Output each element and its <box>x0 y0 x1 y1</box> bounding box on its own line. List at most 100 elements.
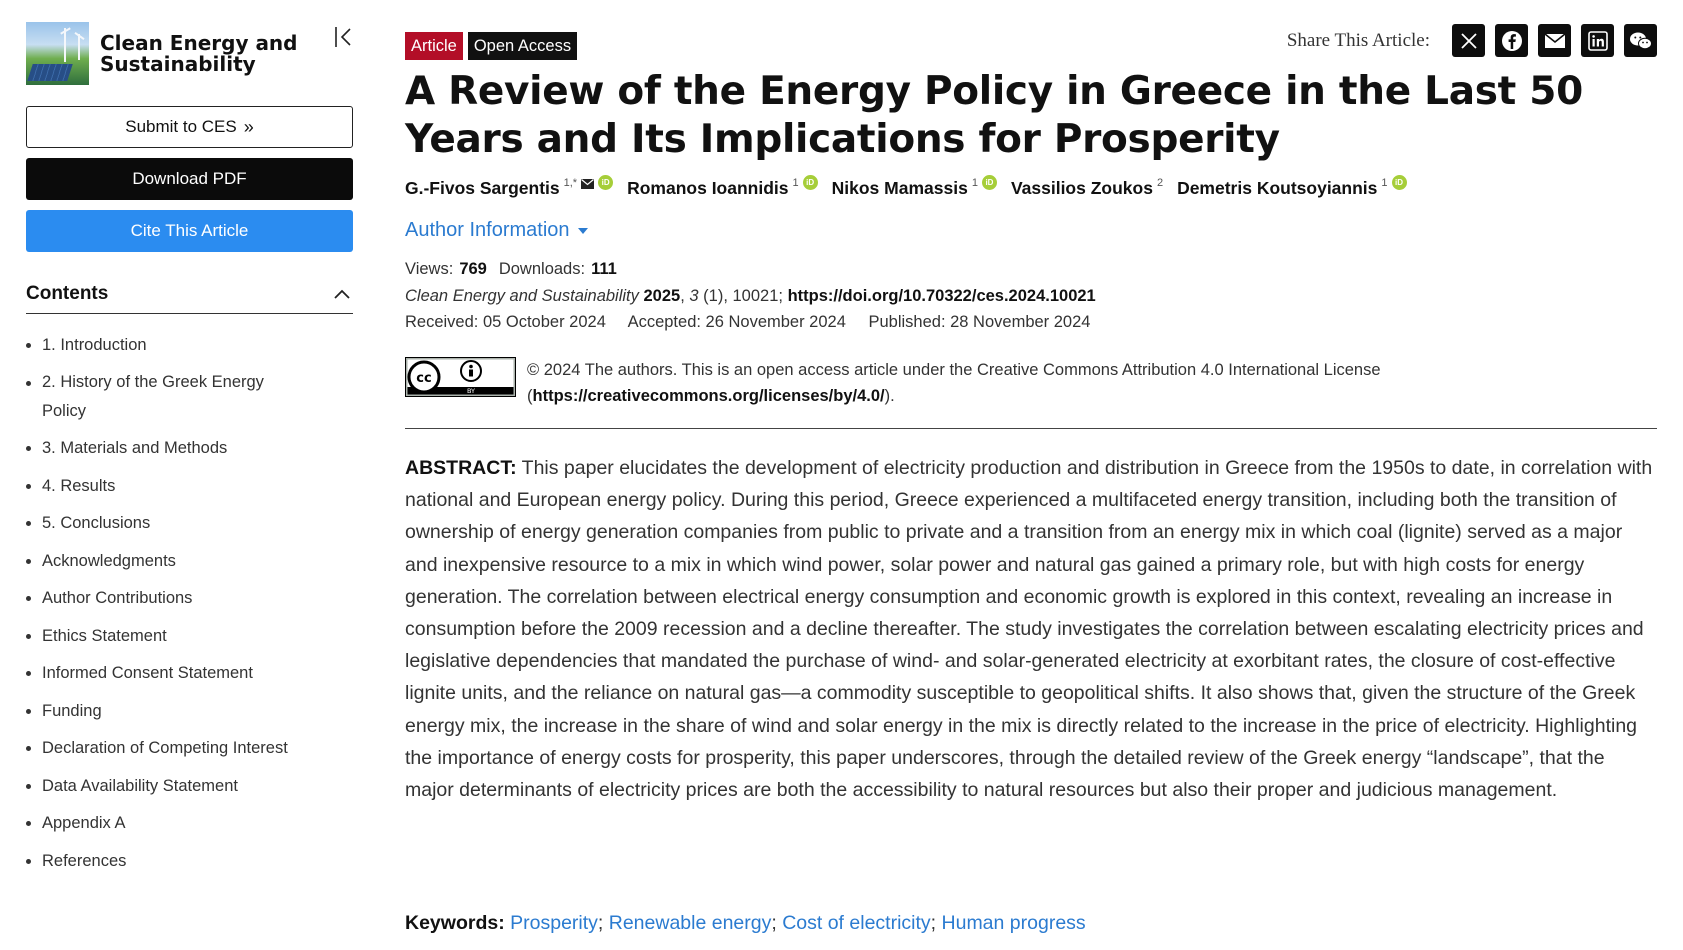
collapse-sidebar-icon[interactable] <box>332 24 358 50</box>
license-statement: © 2024 The authors. This is an open acce… <box>527 361 1381 379</box>
author-entry: Demetris Koutsoyiannis 1 iD <box>1177 175 1407 200</box>
share-bar: Share This Article: <box>1287 24 1657 57</box>
orcid-icon[interactable]: iD <box>981 175 997 190</box>
accepted-date: Accepted: 26 November 2024 <box>627 313 846 331</box>
article-title: A Review of the Energy Policy in Greece … <box>405 69 1583 162</box>
table-of-contents: 1. Introduction 2. History of the Greek … <box>26 330 353 876</box>
citation-year: 2025 <box>643 287 681 305</box>
orcid-icon[interactable]: iD <box>598 175 614 190</box>
facebook-icon <box>1501 30 1522 51</box>
author-entry: Nikos Mamassis 1 iD <box>831 175 997 200</box>
citation-journal: Clean Energy and Sustainability <box>405 287 639 305</box>
cite-article-button[interactable]: Cite This Article <box>26 210 353 252</box>
received-date: Received: 05 October 2024 <box>405 313 606 331</box>
citation-issue-page: (1), 10021; <box>698 287 783 305</box>
author-entry: Vassilios Zoukos 2 <box>1011 176 1163 200</box>
views-count: 769 <box>459 260 487 278</box>
corresponding-author-mail-icon[interactable] <box>581 179 595 189</box>
author-name[interactable]: G.-Fivos Sargentis <box>405 178 560 198</box>
toc-item-appendix-a[interactable]: Appendix A <box>26 808 346 838</box>
license-text: © 2024 The authors. This is an open acce… <box>527 357 1381 409</box>
open-access-badge: Open Access <box>467 32 578 60</box>
contents-title: Contents <box>26 282 109 304</box>
keyword-link[interactable]: Prosperity <box>510 912 598 934</box>
chevron-up-icon[interactable] <box>331 283 353 305</box>
toc-item-competing-interest[interactable]: Declaration of Competing Interest <box>26 733 346 763</box>
author-entry: Romanos Ioannidis 1 iD <box>627 175 818 200</box>
journal-name: Clean Energy and Sustainability <box>100 30 298 76</box>
views-label: Views: <box>405 260 454 278</box>
share-label: Share This Article: <box>1286 29 1430 51</box>
toc-item-materials-methods[interactable]: 3. Materials and Methods <box>26 433 346 463</box>
toc-item-conclusions[interactable]: 5. Conclusions <box>26 508 346 538</box>
share-email-button[interactable] <box>1538 24 1571 57</box>
share-linkedin-button[interactable] <box>1581 24 1614 57</box>
caret-down-icon <box>577 227 588 234</box>
abstract-label: ABSTRACT: <box>405 457 517 479</box>
orcid-icon[interactable]: iD <box>802 175 818 190</box>
toc-item-history[interactable]: 2. History of the Greek Energy Policy <box>26 368 296 426</box>
citation-volume: 3 <box>689 287 699 305</box>
keywords-label: Keywords: <box>405 912 505 934</box>
wechat-icon <box>1629 32 1652 49</box>
toc-item-ethics-statement[interactable]: Ethics Statement <box>26 621 346 651</box>
author-affiliation: 1 <box>971 177 978 189</box>
download-pdf-button[interactable]: Download PDF <box>26 158 353 200</box>
share-wechat-button[interactable] <box>1624 24 1657 57</box>
journal-logo <box>26 22 89 85</box>
submit-button-label: Submit to CES <box>125 117 237 136</box>
keyword-link[interactable]: Cost of electricity <box>782 912 931 934</box>
author-entry: G.-Fivos Sargentis 1,* iD <box>405 175 614 200</box>
author-affiliation: 1,* <box>563 177 578 189</box>
toc-item-data-availability[interactable]: Data Availability Statement <box>26 771 346 801</box>
abstract: ABSTRACT: This paper elucidates the deve… <box>405 452 1657 806</box>
author-information-dropdown[interactable]: Author Information <box>405 219 588 242</box>
share-facebook-button[interactable] <box>1495 24 1528 57</box>
downloads-count: 111 <box>591 260 617 278</box>
journal-brand[interactable]: Clean Energy and Sustainability <box>26 22 353 85</box>
article-dates: Received: 05 October 2024 Accepted: 26 N… <box>405 313 1108 332</box>
journal-name-line1: Clean Energy and <box>100 30 298 55</box>
author-affiliation: 1 <box>792 177 799 189</box>
author-name[interactable]: Nikos Mamassis <box>831 178 968 198</box>
toc-item-references[interactable]: References <box>26 846 346 876</box>
submit-button[interactable]: Submit to CES » <box>26 106 353 148</box>
author-name[interactable]: Romanos Ioannidis <box>627 178 789 198</box>
license-link[interactable]: https://creativecommons.org/licenses/by/… <box>532 387 885 405</box>
toc-item-informed-consent[interactable]: Informed Consent Statement <box>26 658 346 688</box>
author-affiliation: 1 <box>1381 177 1388 189</box>
citation-line: Clean Energy and Sustainability 2025, 3 … <box>405 287 1096 305</box>
doi-link[interactable]: https://doi.org/10.70322/ces.2024.10021 <box>787 287 1096 305</box>
toc-item-results[interactable]: 4. Results <box>26 471 346 501</box>
article-type-badge: Article <box>405 32 463 60</box>
downloads-label: Downloads: <box>498 260 586 278</box>
email-icon <box>1544 32 1565 48</box>
orcid-icon[interactable]: iD <box>1391 175 1407 190</box>
download-pdf-label: Download PDF <box>132 169 247 188</box>
keywords: Keywords: Prosperity; Renewable energy; … <box>405 912 1086 934</box>
author-name[interactable]: Vassilios Zoukos <box>1010 178 1153 198</box>
toc-item-acknowledgments[interactable]: Acknowledgments <box>26 546 346 576</box>
svg-text:cc: cc <box>416 371 431 386</box>
cite-article-label: Cite This Article <box>130 221 249 240</box>
x-icon <box>1460 32 1477 49</box>
cc-by-license-icon[interactable]: cc BY <box>405 357 516 397</box>
share-x-button[interactable] <box>1452 24 1485 57</box>
abstract-text: This paper elucidates the development of… <box>405 457 1653 802</box>
linkedin-icon <box>1587 30 1608 51</box>
article-metrics: Views: 769 Downloads: 111 <box>405 260 629 279</box>
toc-item-author-contributions[interactable]: Author Contributions <box>26 583 346 613</box>
contents-header[interactable]: Contents <box>26 274 353 314</box>
author-information-label: Author Information <box>405 219 570 241</box>
keyword-link[interactable]: Renewable energy <box>608 912 772 934</box>
keyword-link[interactable]: Human progress <box>941 912 1086 934</box>
double-chevron-right-icon: » <box>243 116 254 137</box>
section-divider <box>405 428 1657 429</box>
toc-item-introduction[interactable]: 1. Introduction <box>26 330 346 360</box>
toc-item-funding[interactable]: Funding <box>26 696 346 726</box>
article-badges: Article Open Access <box>405 32 578 60</box>
author-list: G.-Fivos Sargentis 1,* iD Romanos Ioanni… <box>405 175 1421 200</box>
license-block: cc BY © 2024 The authors. This is an ope… <box>405 357 1381 409</box>
author-name[interactable]: Demetris Koutsoyiannis <box>1177 178 1378 198</box>
journal-name-line2: Sustainability <box>100 51 256 76</box>
